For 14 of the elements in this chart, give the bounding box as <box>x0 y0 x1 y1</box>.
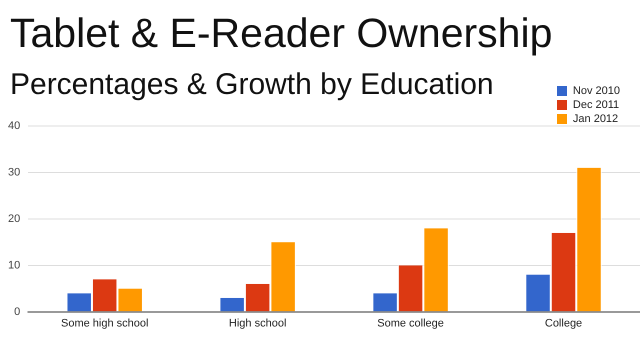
x-tick-label: High school <box>228 317 286 330</box>
y-tick-label: 10 <box>8 259 20 272</box>
y-tick-label: 20 <box>8 212 20 225</box>
x-tick-label: College <box>544 317 582 330</box>
chart-title: Tablet & E-Reader Ownership <box>10 10 552 57</box>
chart-subtitle: Percentages & Growth by Education <box>10 68 494 102</box>
y-tick-label: 30 <box>8 166 20 178</box>
legend-label: Jan 2012 <box>572 113 618 125</box>
x-tick-label: Some college <box>377 317 444 330</box>
legend-label: Nov 2010 <box>572 85 620 97</box>
x-tick-label: Some high school <box>60 317 148 330</box>
legend-label: Dec 2011 <box>572 99 620 111</box>
y-tick-label: 40 <box>8 120 20 132</box>
y-tick-label: 0 <box>14 306 20 318</box>
